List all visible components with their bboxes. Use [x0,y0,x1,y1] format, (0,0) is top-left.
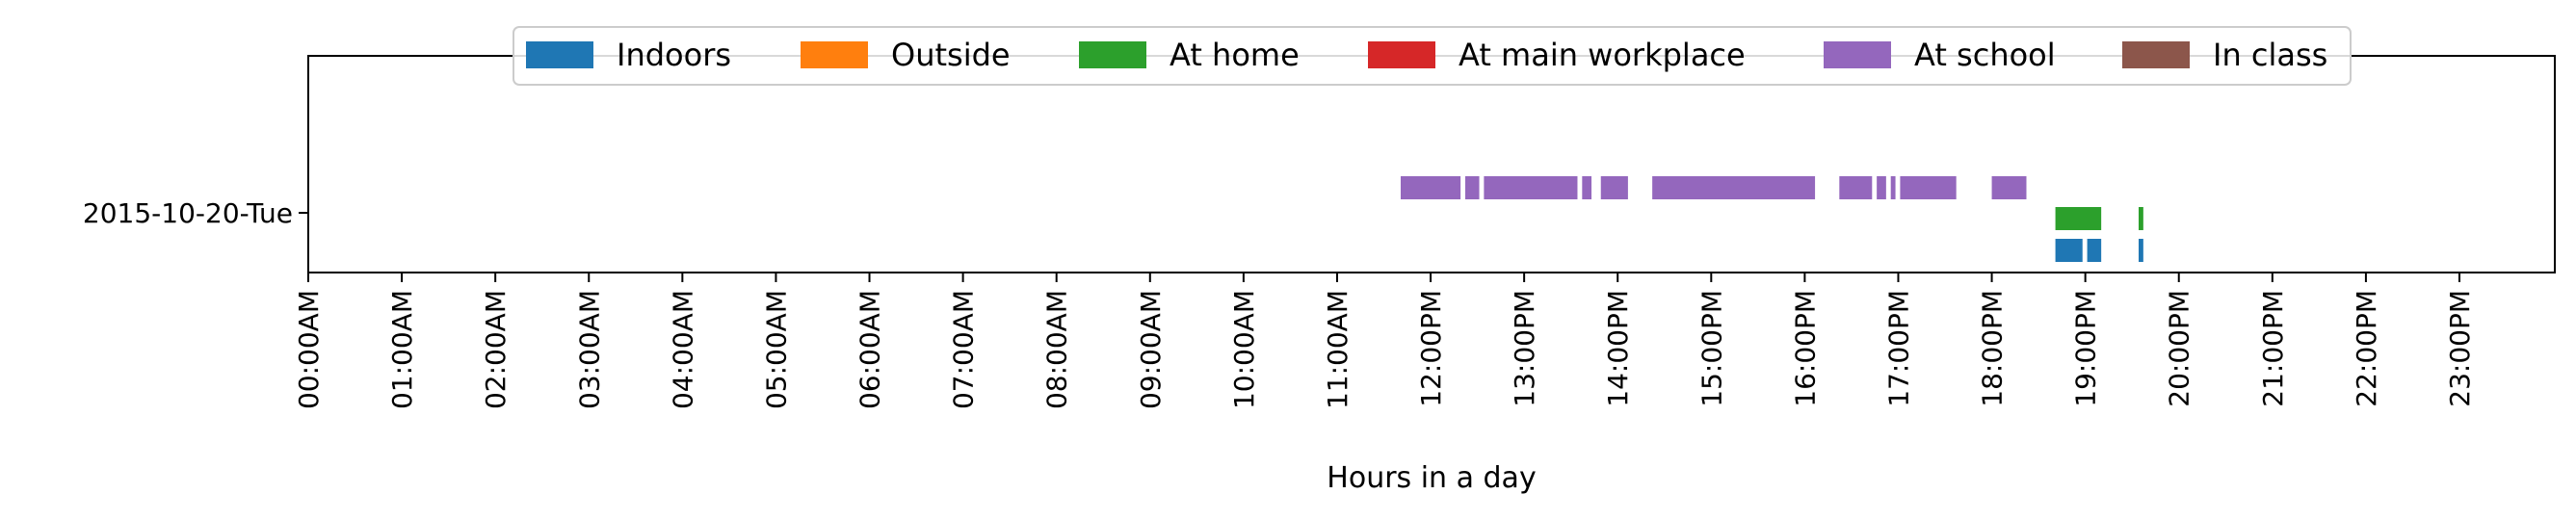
x-tick-label: 12:00PM [1415,290,1447,407]
x-tick-label: 08:00AM [1041,290,1073,409]
y-axis: 2015-10-20-Tue [83,197,308,229]
legend-label: Outside [891,37,1011,73]
x-tick-label: 19:00PM [2070,290,2102,407]
x-tick-label: 02:00AM [480,290,512,409]
series-at-school [1400,176,2027,199]
series-at-home [2055,207,2143,230]
x-tick-label: 03:00AM [573,290,605,409]
legend-label: At main workplace [1459,37,1746,73]
bar-at-school-3 [1582,176,1592,199]
plot-area [1400,176,2143,262]
x-tick-label: 22:00PM [2351,290,2382,407]
x-tick-label: 18:00PM [1977,290,2009,407]
x-tick-label: 16:00PM [1789,290,1821,407]
legend: Indoors Outside At home At main workplace At… [513,26,2352,86]
bar-at-school-8 [1890,176,1896,199]
legend-entry-at-home: At home [1079,37,1300,73]
bar-indoors-1 [2087,239,2102,262]
legend-label: Indoors [617,37,731,73]
x-tick-label: 07:00AM [948,290,980,409]
legend-swatch [1368,41,1435,68]
series-indoors [2055,239,2143,262]
legend-entry-outside: Outside [801,37,1011,73]
legend-swatch [1824,41,1891,68]
legend-label: In class [2213,37,2327,73]
bar-at-school-0 [1400,176,1461,199]
y-tick-label: 2015-10-20-Tue [83,197,293,229]
x-tick-label: 13:00PM [1509,290,1540,407]
x-tick-label: 11:00AM [1322,290,1354,409]
legend-swatch [1079,41,1146,68]
bar-at-school-7 [1877,176,1886,199]
legend-swatch [526,41,593,68]
x-tick-label: 21:00PM [2257,290,2289,407]
bar-at-home-0 [2055,207,2102,230]
bar-at-school-1 [1464,176,1480,199]
x-axis-label: Hours in a day [1327,461,1536,495]
x-tick-label: 17:00PM [1882,290,1914,407]
bar-at-school-10 [1991,176,2027,199]
bar-at-home-1 [2138,207,2143,230]
x-tick-label: 04:00AM [667,290,698,409]
legend-swatch [2122,41,2190,68]
legend-entry-at-school: At school [1824,37,2056,73]
x-axis: 00:00AM 01:00AM 02:00AM 03:00AM 04:00AM 05:00… [293,273,2476,409]
legend-label: At school [1914,37,2056,73]
x-tick-label: 01:00AM [386,290,418,409]
x-tick-label: 10:00AM [1228,290,1260,409]
legend-swatch [801,41,868,68]
plot-frame [307,55,2556,273]
x-tick-label: 09:00AM [1135,290,1167,409]
x-tick-label: 15:00PM [1695,290,1727,407]
legend-entry-at-main-workplace: At main workplace [1368,37,1746,73]
x-tick-label: 06:00AM [854,290,886,409]
bar-at-school-6 [1839,176,1873,199]
x-tick-label: 00:00AM [293,290,325,409]
legend-entry-indoors: Indoors [526,37,731,73]
bar-indoors-0 [2055,239,2083,262]
x-tick-label: 05:00AM [760,290,792,409]
x-tick-label: 20:00PM [2164,290,2195,407]
x-tick-label: 23:00PM [2444,290,2476,407]
bar-at-school-5 [1652,176,1816,199]
bar-at-school-9 [1900,176,1957,199]
bar-at-school-4 [1600,176,1628,199]
bar-at-school-2 [1484,176,1578,199]
legend-label: At home [1170,37,1300,73]
bar-indoors-2 [2138,239,2143,262]
x-tick-label: 14:00PM [1602,290,1634,407]
legend-entry-in-class: In class [2122,37,2327,73]
